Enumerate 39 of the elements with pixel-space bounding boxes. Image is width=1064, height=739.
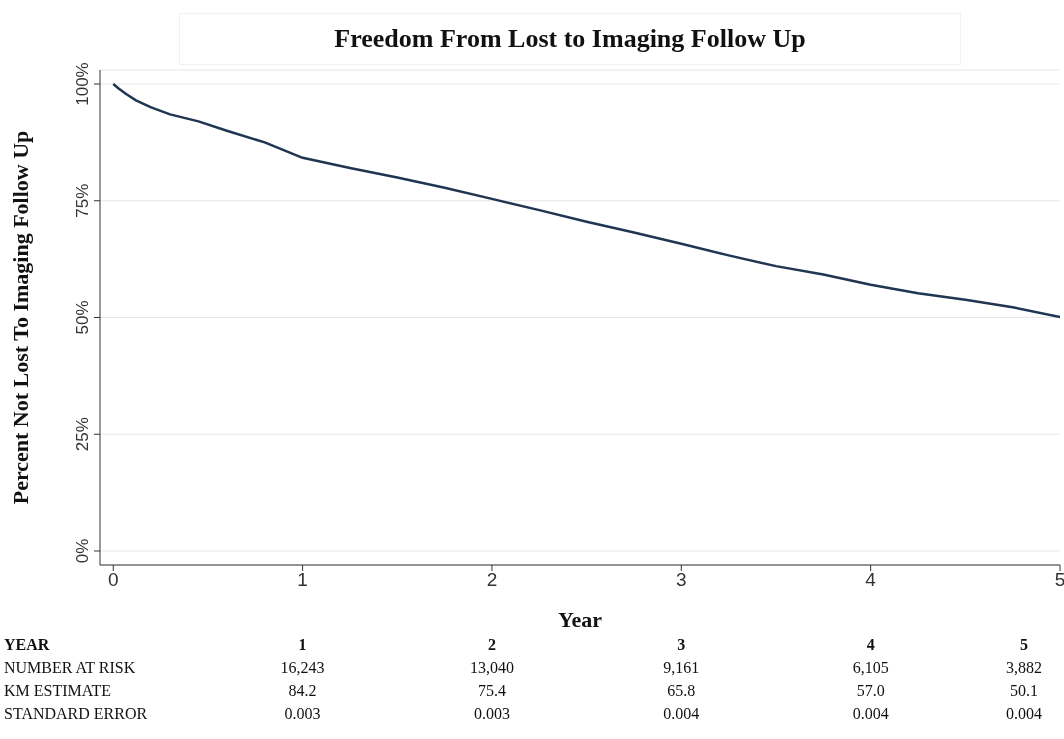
text: YEAR: [4, 636, 50, 654]
x-axis-title: Year: [558, 607, 603, 632]
text: 5: [1019, 636, 1029, 654]
text: 3,882: [1005, 659, 1043, 677]
text: STANDARD ERROR: [4, 705, 148, 723]
text: 6,105: [851, 659, 890, 677]
y-tick-label: 0%: [73, 538, 92, 564]
y-tick-label: 50%: [73, 300, 92, 335]
text: 0.003: [283, 705, 322, 723]
x-tick-label: 3: [676, 569, 687, 591]
y-tick-label: 100%: [73, 62, 92, 106]
y-tick-label: 75%: [73, 183, 92, 218]
text: 13,040: [468, 659, 515, 677]
text: 16,243: [279, 659, 326, 677]
text: 65.8: [666, 682, 697, 700]
text: KM ESTIMATE: [4, 682, 112, 700]
x-tick-label: 1: [297, 569, 308, 591]
chart-title: Freedom From Lost to Imaging Follow Up: [180, 14, 960, 64]
text: 1: [297, 636, 308, 654]
text: 4: [865, 636, 876, 654]
text: 0.004: [1005, 705, 1043, 723]
text: 0.004: [851, 705, 890, 723]
text: 57.0: [855, 682, 886, 700]
text: 2: [486, 636, 497, 654]
x-tick-label: 5: [1054, 569, 1064, 591]
text: 3: [676, 636, 687, 654]
y-axis-title: Percent Not Lost To Imaging Follow Up: [7, 130, 33, 505]
text: 0.003: [472, 705, 511, 723]
text: 9,161: [662, 659, 701, 677]
x-tick-label: 0: [107, 569, 119, 591]
text: 84.2: [287, 682, 318, 700]
text: 0.004: [662, 705, 701, 723]
y-tick-label: 25%: [73, 417, 92, 452]
line-series: [112, 82, 1060, 319]
x-tick-label: 4: [865, 569, 877, 591]
x-tick-label: 2: [486, 569, 498, 591]
text: 50.1: [1009, 682, 1039, 700]
text: 75.4: [476, 682, 507, 700]
text: NUMBER AT RISK: [4, 659, 136, 677]
